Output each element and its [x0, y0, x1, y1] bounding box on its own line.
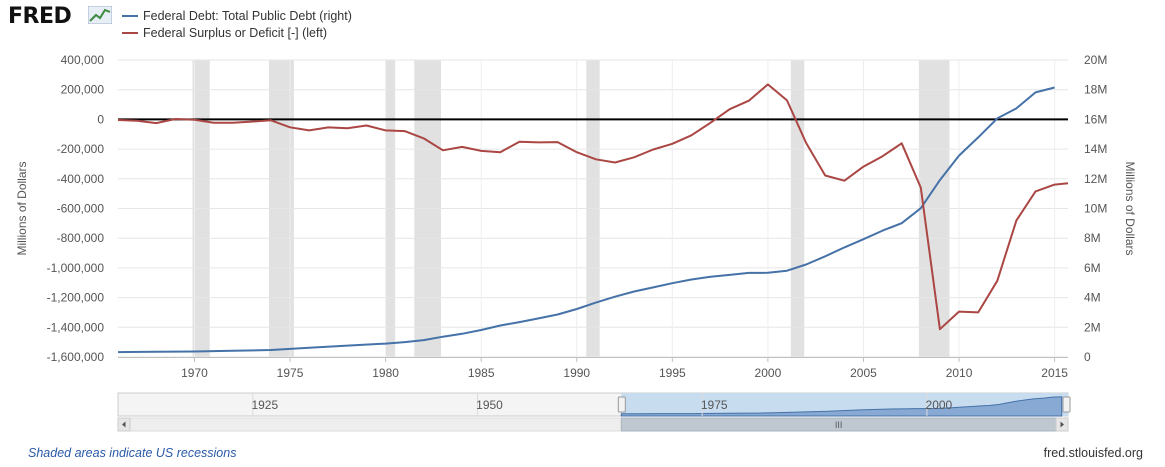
left-tick-label: -400,000 [57, 172, 105, 186]
scrollbar-grip: III [835, 420, 843, 430]
navigator-debt-area [620, 396, 1063, 417]
navigator[interactable]: 1925 1950 1975 2000 III [117, 392, 1071, 432]
right-axis-title: Millions of Dollars [1123, 161, 1137, 255]
series-line-deficit [117, 83, 1069, 331]
legend-item-debt[interactable]: Federal Debt: Total Public Debt (right) [122, 7, 352, 24]
left-tick-label: 200,000 [61, 83, 105, 97]
left-axis-title: Millions of Dollars [15, 161, 29, 255]
right-tick-label: 2M [1084, 320, 1101, 334]
fred-logo[interactable]: FRED [8, 4, 72, 29]
left-tick-label: -1,600,000 [47, 350, 105, 364]
right-tick-label: 14M [1084, 142, 1107, 156]
recession-note: Shaded areas indicate US recessions [28, 446, 237, 460]
x-tick-label: 1970 [181, 366, 208, 380]
navigator-handle-right[interactable] [1062, 396, 1071, 413]
axes: 1970 1975 1980 1985 1990 1995 2000 2005 2010 2015… [15, 53, 1137, 380]
x-tick-label: 2015 [1041, 366, 1068, 380]
right-tick-label: 18M [1084, 83, 1107, 97]
x-tick-label: 1980 [372, 366, 399, 380]
line-chart-icon [88, 6, 112, 24]
right-tick-label: 0 [1084, 350, 1091, 364]
right-tick-label: 6M [1084, 261, 1101, 275]
left-tick-label: -600,000 [57, 202, 105, 216]
arrow-right-icon [1060, 421, 1064, 428]
x-tick-label: 1995 [659, 366, 686, 380]
legend-label-deficit: Federal Surplus or Deficit [-] (left) [143, 25, 328, 40]
chart-area: 1970 1975 1980 1985 1990 1995 2000 2005 2010 2015… [15, 53, 1137, 432]
series-lines [117, 83, 1069, 354]
legend-item-deficit[interactable]: Federal Surplus or Deficit [-] (left) [122, 24, 352, 41]
navigator-tick-label: 1950 [476, 398, 503, 412]
left-tick-label: -1,000,000 [47, 261, 105, 275]
x-tick-label: 2005 [850, 366, 877, 380]
x-tick-label: 1975 [277, 366, 304, 380]
source-link[interactable]: fred.stlouisfed.org [1043, 446, 1143, 460]
left-tick-label: -1,200,000 [47, 291, 105, 305]
left-tick-label: -800,000 [57, 231, 105, 245]
chart-header: FRED Federal Debt: Total Public Debt (ri… [0, 0, 1165, 46]
left-tick-label: -200,000 [57, 142, 105, 156]
arrow-left-icon [122, 421, 126, 428]
right-tick-label: 16M [1084, 112, 1107, 126]
right-tick-label: 4M [1084, 291, 1101, 305]
legend-swatch-debt [122, 14, 138, 17]
navigator-tick-label: 1925 [251, 398, 278, 412]
navigator-tick-label: 1975 [701, 398, 728, 412]
x-tick-label: 1990 [563, 366, 590, 380]
right-tick-label: 8M [1084, 231, 1101, 245]
legend-label-debt: Federal Debt: Total Public Debt (right) [143, 8, 352, 23]
right-tick-label: 20M [1084, 53, 1107, 67]
x-tick-label: 2000 [755, 366, 782, 380]
left-tick-label: 400,000 [61, 53, 105, 67]
navigator-handle-left[interactable] [617, 396, 626, 413]
chart-legend: Federal Debt: Total Public Debt (right) … [122, 7, 352, 41]
legend-swatch-deficit [122, 31, 138, 34]
left-tick-label: -1,400,000 [47, 320, 105, 334]
series-line-debt [117, 86, 1055, 354]
right-tick-label: 12M [1084, 172, 1107, 186]
navigator-tick-label: 2000 [926, 398, 953, 412]
x-tick-label: 2010 [946, 366, 973, 380]
x-tick-label: 1985 [468, 366, 495, 380]
right-tick-label: 10M [1084, 202, 1107, 216]
left-tick-label: 0 [97, 112, 104, 126]
